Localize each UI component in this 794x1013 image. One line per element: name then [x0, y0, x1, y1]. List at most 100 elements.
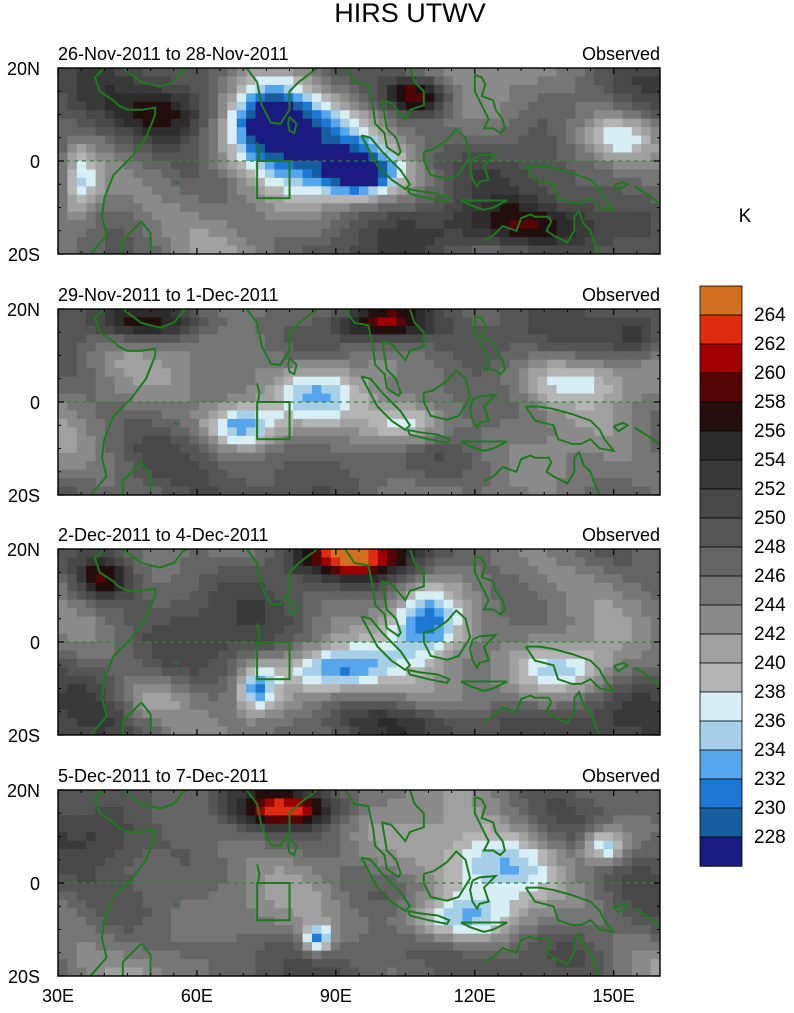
field-cell	[377, 486, 388, 495]
field-cell	[556, 549, 567, 559]
region-box	[256, 641, 291, 681]
field-cell	[415, 650, 426, 660]
field-cell	[152, 478, 163, 488]
field-cell	[424, 444, 435, 454]
coastline	[89, 345, 157, 495]
field-cell	[406, 832, 417, 842]
field-cell	[547, 557, 558, 567]
field-cell	[650, 633, 660, 643]
field-cell	[152, 469, 163, 479]
field-cell	[170, 675, 181, 685]
field-cell	[208, 152, 219, 162]
field-cell	[537, 444, 548, 454]
field-cell	[349, 220, 360, 230]
field-cell	[114, 549, 125, 559]
field-cell	[396, 169, 407, 179]
y-tick-label: 0	[30, 633, 40, 653]
field-cell	[227, 368, 238, 378]
field-cell	[293, 118, 304, 128]
field-cell	[302, 161, 313, 171]
field-cell	[462, 642, 473, 652]
field-cell	[246, 237, 257, 247]
field-cell	[594, 84, 605, 94]
field-cell	[189, 135, 200, 145]
field-cell	[622, 675, 633, 685]
field-cell	[152, 815, 163, 825]
field-cell	[293, 101, 304, 111]
field-cell	[293, 444, 304, 454]
field-cell	[434, 203, 445, 213]
field-cell	[631, 186, 642, 196]
field-cell	[58, 469, 69, 479]
field-cell	[340, 194, 351, 204]
field-cell	[217, 452, 228, 462]
field-cell	[105, 486, 116, 495]
field-cell	[650, 76, 660, 86]
field-cell	[490, 211, 501, 221]
field-cell	[584, 591, 595, 601]
field-cell	[133, 418, 144, 428]
field-cell	[161, 101, 172, 111]
field-cell	[105, 228, 116, 238]
field-cell	[406, 692, 417, 702]
field-cell	[161, 616, 172, 626]
field-cell	[330, 93, 341, 103]
coastline	[256, 623, 261, 643]
field-cell	[547, 701, 558, 711]
field-cell	[368, 68, 379, 78]
field-cell	[415, 418, 426, 428]
field-cell	[217, 110, 228, 120]
field-cell	[105, 608, 116, 618]
field-cell	[95, 376, 106, 386]
field-cell	[152, 701, 163, 711]
field-cell	[123, 385, 134, 395]
field-cell	[86, 726, 97, 735]
field-cell	[302, 823, 313, 833]
coastline	[229, 68, 318, 125]
field-cell	[547, 211, 558, 221]
field-cell	[387, 452, 398, 462]
field-cell	[575, 469, 586, 479]
field-cell	[189, 76, 200, 86]
field-cell	[227, 461, 238, 471]
field-cell	[575, 309, 586, 319]
field-cell	[330, 152, 341, 162]
field-cell	[443, 658, 454, 668]
field-cell	[161, 144, 172, 154]
field-cell	[575, 608, 586, 618]
field-cell	[490, 718, 501, 728]
field-cell	[500, 625, 511, 635]
field-cell	[641, 478, 652, 488]
field-cell	[556, 144, 567, 154]
field-cell	[302, 410, 313, 420]
field-cell	[443, 565, 454, 575]
field-cell	[641, 565, 652, 575]
field-cell	[274, 402, 285, 412]
field-cell	[330, 709, 341, 719]
field-cell	[537, 435, 548, 445]
field-cell	[142, 486, 153, 495]
field-cell	[481, 101, 492, 111]
field-cell	[368, 325, 379, 335]
field-cell	[302, 675, 313, 685]
field-cell	[556, 368, 567, 378]
field-cell	[622, 135, 633, 145]
field-cell	[612, 625, 623, 635]
field-cell	[359, 469, 370, 479]
panel-source-label: Observed	[582, 525, 660, 545]
field-cell	[227, 599, 238, 609]
field-cell	[340, 410, 351, 420]
field-cell	[330, 237, 341, 247]
field-cell	[217, 701, 228, 711]
field-cell	[340, 76, 351, 86]
field-cell	[500, 444, 511, 454]
field-cell	[255, 798, 266, 808]
field-cell	[396, 701, 407, 711]
field-cell	[462, 633, 473, 643]
field-cell	[255, 667, 266, 677]
field-cell	[217, 84, 228, 94]
field-cell	[453, 692, 464, 702]
field-cell	[217, 574, 228, 584]
field-cell	[377, 798, 388, 808]
field-cell	[246, 806, 257, 816]
